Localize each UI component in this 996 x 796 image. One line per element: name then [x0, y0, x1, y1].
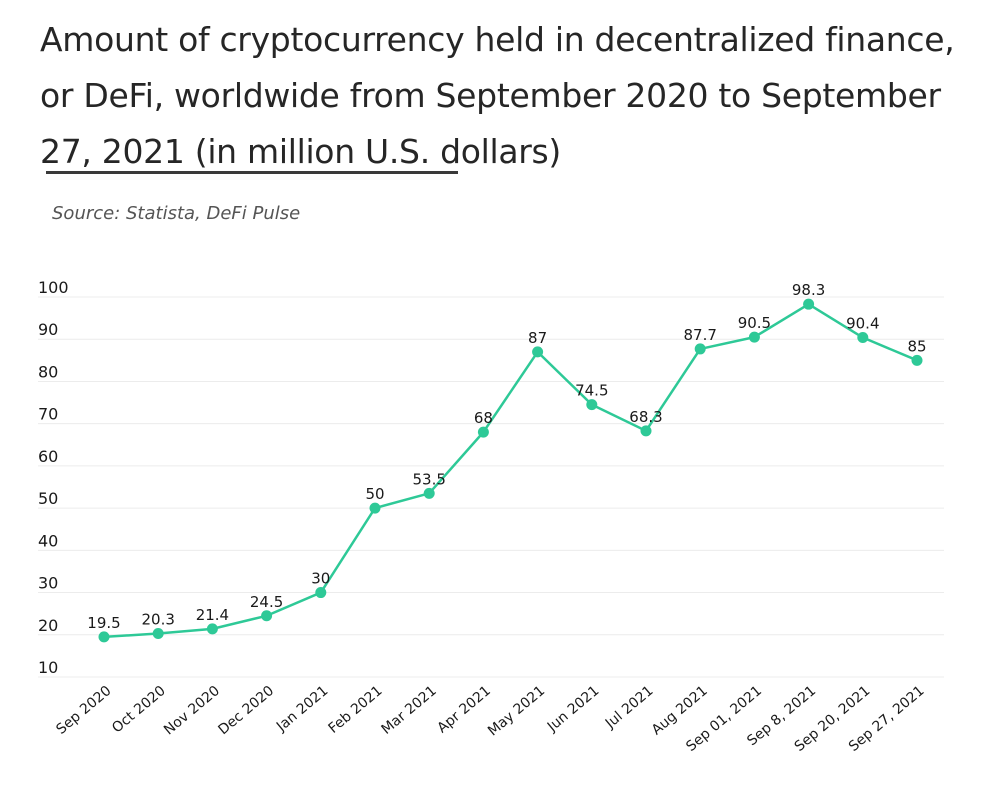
data-label: 53.5 [412, 470, 445, 488]
data-point [261, 610, 273, 622]
data-point [586, 399, 598, 411]
data-label: 68 [474, 409, 493, 427]
data-label: 21.4 [196, 606, 229, 624]
data-label: 98.3 [792, 281, 825, 299]
data-label: 90.4 [846, 315, 879, 333]
data-label: 19.5 [87, 614, 120, 632]
data-point [748, 331, 760, 343]
data-label: 24.5 [250, 593, 283, 611]
data-point [803, 298, 815, 310]
data-label: 85 [907, 337, 926, 355]
data-label: 50 [365, 485, 384, 503]
x-tick-label: Nov 2020 [161, 683, 223, 739]
data-point [206, 623, 218, 635]
data-label: 30 [311, 570, 330, 588]
y-tick-label: 90 [38, 320, 58, 339]
data-label: 87 [528, 329, 547, 347]
y-tick-label: 50 [38, 489, 58, 508]
data-label: 68.3 [629, 408, 662, 426]
y-tick-label: 20 [38, 616, 58, 635]
y-tick-label: 60 [38, 447, 58, 466]
data-point [369, 502, 381, 514]
data-point [694, 343, 706, 355]
data-point [98, 631, 110, 643]
title-underline [46, 171, 458, 174]
data-point [423, 487, 435, 499]
x-tick-label: Oct 2020 [109, 683, 169, 737]
y-tick-label: 100 [38, 278, 69, 297]
source-note: Source: Statista, DeFi Pulse [52, 203, 301, 224]
x-tick-label: Jun 2021 [544, 683, 603, 736]
data-label: 20.3 [141, 611, 174, 629]
data-point [152, 628, 164, 640]
y-tick-label: 40 [38, 531, 58, 550]
y-tick-label: 30 [38, 574, 58, 593]
data-point [640, 425, 652, 437]
chart-title: Amount of cryptocurrency held in decentr… [40, 20, 955, 171]
x-tick-label: Jan 2021 [273, 683, 331, 736]
y-tick-label: 70 [38, 405, 58, 424]
x-tick-label: May 2021 [485, 683, 548, 740]
y-tick-label: 80 [38, 362, 58, 381]
data-point [315, 587, 327, 599]
y-tick-label: 10 [38, 658, 58, 677]
data-point [532, 346, 544, 358]
series-line [103, 302, 918, 639]
x-tick-label: Dec 2020 [215, 683, 277, 738]
data-label: 90.5 [738, 314, 771, 332]
data-label: 87.7 [683, 326, 716, 344]
data-point [857, 332, 869, 344]
x-tick-label: Feb 2021 [326, 683, 386, 737]
x-tick-label: Mar 2021 [379, 683, 440, 738]
data-point [477, 426, 489, 438]
data-point [911, 354, 923, 366]
x-tick-label: Jul 2021 [602, 683, 657, 733]
data-label: 74.5 [575, 382, 608, 400]
x-tick-label: Sep 2020 [53, 683, 114, 738]
